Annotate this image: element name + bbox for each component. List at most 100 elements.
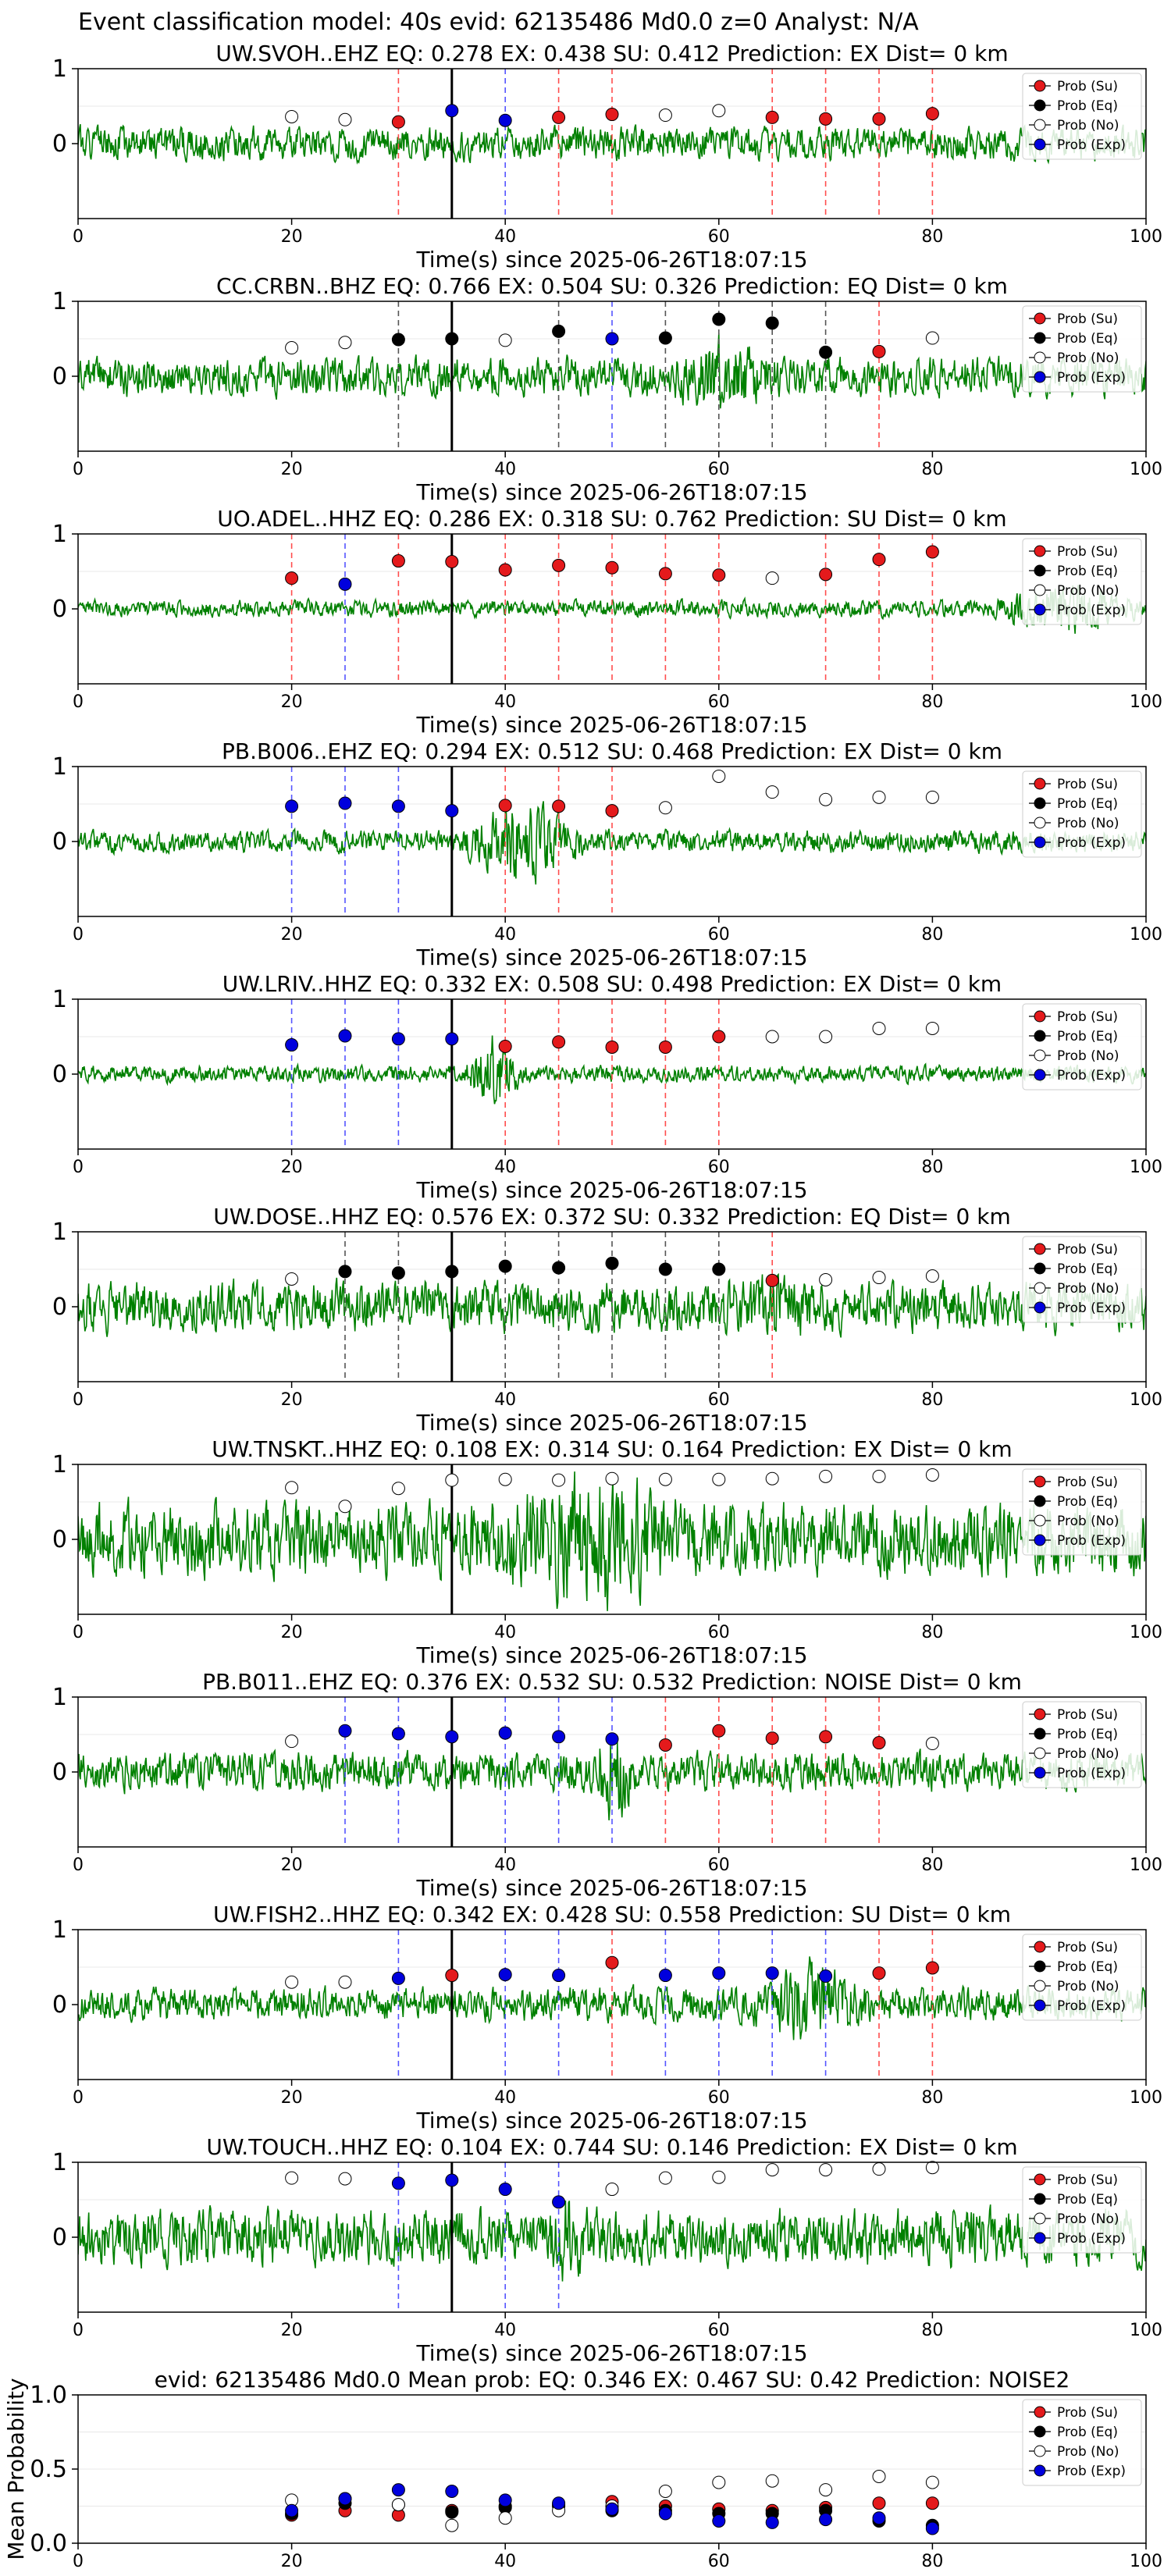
mean-marker-exp — [925, 2521, 939, 2535]
prob-marker-su — [605, 1040, 619, 1054]
x-tick-label: 100 — [1130, 692, 1162, 712]
prob-marker-no — [658, 1472, 672, 1486]
legend-label: Prob (No) — [1057, 816, 1119, 831]
mean-marker-exp — [712, 2514, 726, 2528]
prob-marker-su — [552, 558, 566, 572]
y-tick-label: 0 — [52, 596, 67, 623]
panel-title: UO.ADEL..HHZ EQ: 0.286 EX: 0.318 SU: 0.7… — [217, 506, 1006, 532]
panel-9: UW.FISH2..HHZ EQ: 0.342 EX: 0.428 SU: 0.… — [52, 1902, 1162, 2133]
panel-5: UW.LRIV..HHZ EQ: 0.332 EX: 0.508 SU: 0.4… — [52, 971, 1162, 1203]
x-axis-label: Time(s) since 2025-06-26T18:07:15 — [415, 1875, 807, 1901]
prob-marker-no — [819, 1469, 833, 1483]
x-tick-label: 20 — [281, 460, 303, 479]
legend-label: Prob (No) — [1057, 1514, 1119, 1529]
prob-marker-no — [285, 341, 299, 355]
legend-label: Prob (Eq) — [1057, 98, 1118, 114]
x-axis-label: Time(s) since 2025-06-26T18:07:15 — [415, 712, 807, 738]
legend-box — [1022, 1701, 1142, 1788]
legend-label: Prob (Eq) — [1057, 796, 1118, 812]
prob-marker-no — [285, 1975, 299, 1989]
prob-marker-su — [925, 545, 939, 559]
y-tick-label: 0.0 — [30, 2530, 67, 2557]
prob-marker-su — [445, 1969, 459, 1983]
legend-label: Prob (No) — [1057, 2211, 1119, 2227]
prob-marker-no — [925, 1737, 939, 1751]
legend-marker-exp — [1034, 1069, 1046, 1081]
y-tick-label: 1.0 — [30, 2382, 67, 2409]
prob-marker-eq — [819, 345, 833, 359]
x-tick-label: 20 — [281, 2552, 303, 2571]
x-tick-label: 40 — [494, 1623, 516, 1642]
prob-marker-eq — [552, 324, 566, 338]
legend-label: Prob (Eq) — [1057, 1727, 1118, 1742]
legend-label: Prob (Exp) — [1057, 835, 1126, 851]
legend-marker-exp — [1034, 1301, 1046, 1314]
y-tick-label: 1 — [52, 753, 67, 781]
prob-marker-no — [925, 1021, 939, 1035]
prob-marker-su — [605, 804, 619, 818]
legend-label: Prob (Eq) — [1057, 1029, 1118, 1044]
legend-marker-no — [1034, 1980, 1046, 1992]
prob-marker-no — [285, 1481, 299, 1495]
legend-marker-su — [1034, 1010, 1046, 1023]
panel-8: PB.B011..EHZ EQ: 0.376 EX: 0.532 SU: 0.5… — [52, 1669, 1162, 1901]
legend-marker-no — [1034, 119, 1046, 131]
x-tick-label: 60 — [708, 2321, 730, 2340]
mean-marker-no — [391, 2498, 405, 2512]
panel-title: CC.CRBN..BHZ EQ: 0.766 EX: 0.504 SU: 0.3… — [216, 273, 1008, 299]
x-tick-label: 60 — [708, 925, 730, 945]
x-tick-label: 60 — [708, 1856, 730, 1875]
legend: Prob (Su) Prob (Eq) Prob (No) Prob (Exp) — [1022, 1934, 1142, 2021]
legend-box — [1022, 305, 1142, 393]
y-tick-label: 0 — [52, 828, 67, 856]
y-tick-label: 1 — [52, 1684, 67, 1711]
legend-marker-no — [1034, 1514, 1046, 1527]
y-axis-label: Mean Probability — [3, 2378, 29, 2560]
prob-marker-no — [872, 1271, 886, 1285]
prob-marker-no — [872, 2162, 886, 2176]
prob-marker-exp — [445, 2173, 459, 2187]
legend-label: Prob (Eq) — [1057, 1959, 1118, 1975]
legend-label: Prob (Exp) — [1057, 603, 1126, 618]
legend-label: Prob (Exp) — [1057, 1998, 1126, 2014]
x-tick-label: 40 — [494, 227, 516, 247]
prob-marker-eq — [658, 331, 672, 345]
prob-marker-no — [765, 571, 779, 585]
prob-marker-no — [338, 1500, 352, 1514]
legend-marker-eq — [1034, 2425, 1046, 2438]
x-tick-label: 60 — [708, 227, 730, 247]
legend-box — [1022, 2166, 1142, 2254]
prob-marker-no — [872, 1469, 886, 1483]
panel-title: UW.TNSKT..HHZ EQ: 0.108 EX: 0.314 SU: 0.… — [212, 1436, 1012, 1462]
prob-marker-su — [552, 799, 566, 813]
legend-box — [1022, 73, 1142, 160]
x-tick-label: 80 — [921, 925, 943, 945]
prob-marker-su — [872, 553, 886, 567]
x-axis-label: Time(s) since 2025-06-26T18:07:15 — [415, 1410, 807, 1436]
legend-marker-eq — [1034, 2193, 1046, 2205]
prob-marker-no — [658, 109, 672, 123]
legend-marker-exp — [1034, 836, 1046, 849]
x-tick-label: 100 — [1130, 1390, 1162, 1410]
x-tick-label: 40 — [494, 2321, 516, 2340]
prob-marker-no — [765, 2163, 779, 2177]
legend-label: Prob (Exp) — [1057, 1068, 1126, 1083]
mean-marker-exp — [765, 2515, 779, 2529]
legend-label: Prob (Su) — [1057, 544, 1118, 560]
x-tick-label: 80 — [921, 1623, 943, 1642]
legend: Prob (Su) Prob (Eq) Prob (No) Prob (Exp) — [1022, 1701, 1142, 1788]
legend-label: Prob (Su) — [1057, 1242, 1118, 1258]
mean-marker-no — [712, 2475, 726, 2489]
prob-marker-su — [765, 1273, 779, 1287]
panel-title: UW.SVOH..EHZ EQ: 0.278 EX: 0.438 SU: 0.4… — [215, 41, 1008, 66]
prob-marker-no — [712, 2170, 726, 2184]
mean-marker-no — [498, 2511, 512, 2525]
mean-marker-exp — [391, 2483, 405, 2497]
x-tick-label: 40 — [494, 1856, 516, 1875]
legend: Prob (Su) Prob (Eq) Prob (No) Prob (Exp) — [1022, 305, 1142, 393]
mean-marker-no — [445, 2518, 459, 2532]
x-tick-label: 100 — [1130, 460, 1162, 479]
prob-marker-exp — [552, 1730, 566, 1744]
prob-marker-exp — [498, 1968, 512, 1982]
prob-marker-su — [819, 568, 833, 582]
